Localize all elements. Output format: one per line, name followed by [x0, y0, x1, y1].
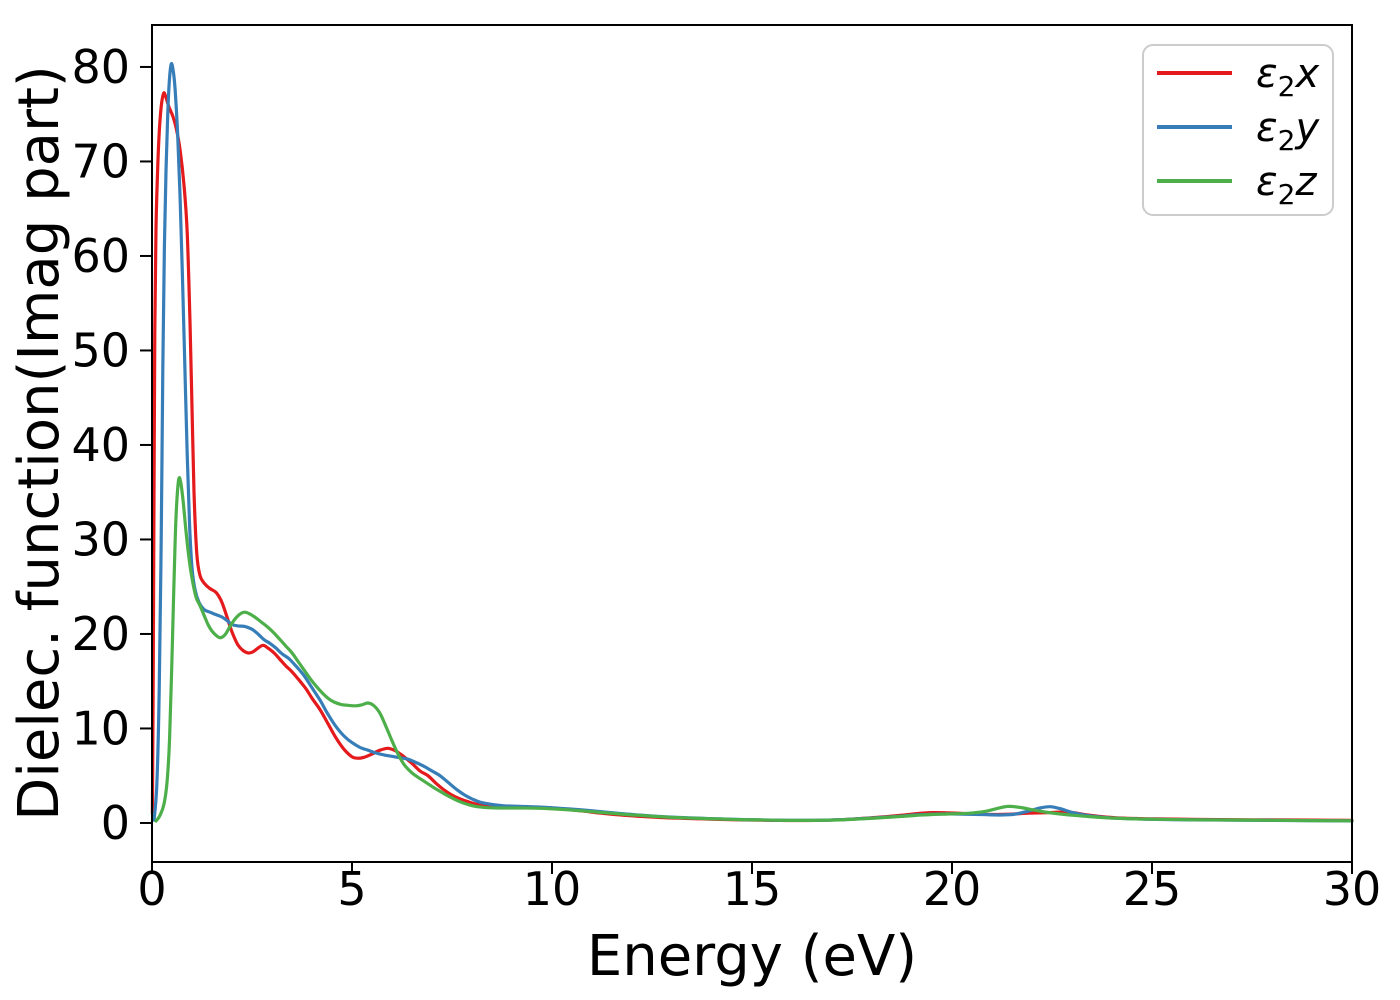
- x-tick-label-20: 20: [923, 862, 982, 916]
- y-tick-label-30: 30: [71, 512, 130, 566]
- y-tick-label-20: 20: [71, 607, 130, 661]
- x-tick-label-10: 10: [523, 862, 582, 916]
- legend-label-z: ε2z: [1256, 159, 1317, 211]
- curves-layer: [150, 62, 1354, 823]
- x-tick-label-30: 30: [1323, 862, 1382, 916]
- x-tick-label-25: 25: [1123, 862, 1182, 916]
- x-tick-label-5: 5: [337, 862, 366, 916]
- y-tick-label-70: 70: [71, 134, 130, 188]
- y-tick-label-50: 50: [71, 323, 130, 377]
- y-tick-label-80: 80: [71, 40, 130, 94]
- series-eps2_y-curve: [152, 62, 1354, 823]
- y-tick-label-40: 40: [71, 418, 130, 472]
- series-eps2_z-curve: [154, 476, 1354, 823]
- ticks-layer: [140, 65, 1353, 874]
- legend-label-y: ε2y: [1256, 105, 1320, 157]
- x-tick-label-0: 0: [137, 862, 166, 916]
- y-axis-label: Dielec. function(Imag part): [7, 65, 72, 821]
- x-axis-label: Energy (eV): [587, 924, 917, 989]
- legend-label-x: ε2x: [1256, 51, 1319, 103]
- tick-labels-layer: 0 5 10 15 20 25 30 0 10 20 30 40 50 60 70 80: [71, 40, 1381, 916]
- y-tick-label-10: 10: [71, 701, 130, 755]
- y-tick-label-60: 60: [71, 229, 130, 283]
- x-tick-label-15: 15: [723, 862, 782, 916]
- legend-box: [1142, 44, 1334, 216]
- y-tick-label-0: 0: [101, 796, 130, 850]
